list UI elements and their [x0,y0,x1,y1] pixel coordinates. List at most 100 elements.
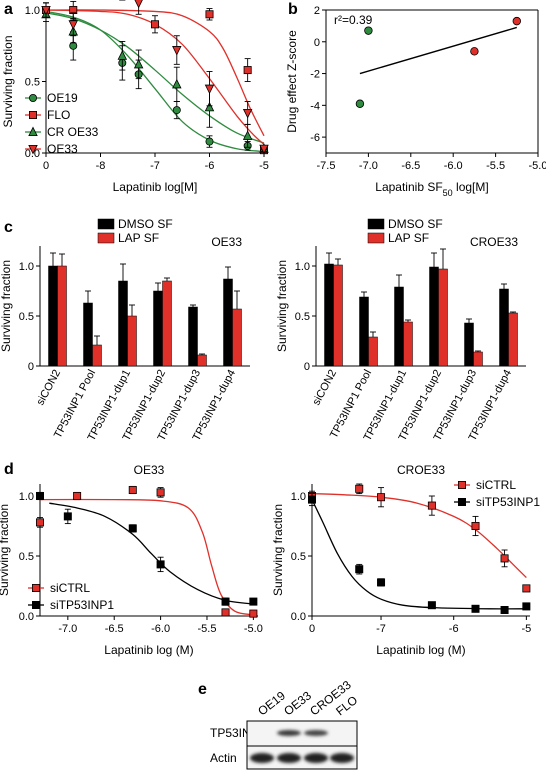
chart-title: OE33 [211,235,242,249]
x-tick-label: -7.0 [58,623,77,635]
x-axis-label: Lapatinib log[M] [113,180,198,194]
blot-band [330,753,354,763]
legend-swatch [97,218,115,230]
data-point [221,597,230,606]
blot-band [304,730,328,736]
bar [92,344,102,367]
bar [438,268,448,367]
bar [508,312,518,367]
data-point [249,597,258,606]
x-axis-label: Lapatinib log (M) [104,643,193,657]
data-point [134,0,143,9]
x-tick-label: -5.5 [486,160,505,172]
x-tick-label: -6.5 [105,623,124,635]
y-axis-label: Surviving fraction [271,504,285,596]
data-point [133,58,144,69]
data-point [355,484,364,493]
data-point [128,485,137,494]
fit-curve [45,9,265,137]
y-tick-label: 0.5 [25,77,40,89]
legend-marker [28,126,38,137]
y-tick-label: 0.0 [25,148,40,160]
data-point [242,108,253,119]
x-tick-label: 0 [43,160,49,172]
data-point [117,50,128,60]
bar [394,286,404,367]
category-label: siCON2 [34,368,63,408]
x-axis-label: Lapatinib log (M) [376,643,465,657]
bar [429,266,439,367]
data-point [221,608,230,617]
panel-letter-c: c [4,219,13,236]
legend-marker [457,497,466,506]
panel-letter-d: d [4,461,14,478]
y-tick-label: 0.5 [291,551,306,563]
bar [153,290,163,367]
data-point [243,66,252,75]
data-point [150,20,159,29]
x-tick-label: 0 [309,623,315,635]
data-point [172,78,182,89]
data-point [36,491,45,500]
x-axis-label: Lapatinib SF50 log[M] [375,180,488,198]
legend-swatch [367,218,385,230]
bar [188,306,198,367]
legend-marker [28,144,38,155]
bar [403,321,413,367]
legend-marker [28,111,37,120]
chart-d-croe33-curve: 0 -7 -6 -5 0.0 0.5 1.0 Lapatinib log (M) Survivi… [271,463,540,657]
bar [499,288,509,367]
bar [473,351,483,367]
data-point [205,10,214,19]
x-tick-label: -5.0 [529,160,546,172]
y-tick-label: 0.0 [19,611,34,623]
data-point [500,554,509,563]
data-point [471,604,480,613]
data-point [63,512,72,521]
panel-letter-a: a [4,1,13,18]
legend-label: DMSO SF [118,217,173,231]
scatter-point [470,47,479,56]
bar [368,336,378,367]
fit-curve [39,498,254,616]
x-tick-label: -5.0 [244,623,263,635]
data-point [259,144,269,155]
chart-d-oe33-curve: -7.0 -6.5 -6.0 -5.5 -5.0 0.0 0.5 1.0 Lapatinib l… [0,463,263,657]
data-point [172,46,182,56]
legend-label: LAP SF [388,231,429,245]
panel-letter-e: e [198,681,207,698]
scatter-point [355,99,365,108]
bar [197,354,207,367]
fit-curve [49,502,254,605]
scatter-point [364,26,373,35]
data-point [41,6,51,16]
bar [324,263,334,367]
fit-curve [45,10,265,153]
fit-curve [45,12,265,144]
chart-title: CROE33 [397,463,445,477]
x-tick-label: -6 [205,160,215,172]
data-point [307,495,316,504]
bar [359,296,369,367]
data-point [204,101,215,112]
bar [118,280,128,367]
bar [223,278,233,367]
legend-label: DMSO SF [388,217,443,231]
legend-label: OE33 [47,142,78,156]
bar [48,265,58,367]
y-tick-label: 0 [314,37,320,49]
x-tick-label: -6.5 [401,160,420,172]
data-point [156,560,165,569]
legend-label: CR OE33 [47,125,99,139]
blot-row-label: Actin [210,751,237,765]
legend-label: LAP SF [118,231,159,245]
blot-band [277,730,301,736]
y-tick-label: 0.5 [19,551,34,563]
data-point [73,491,82,500]
legend-label: siTP53INP1 [50,598,114,612]
data-point [242,130,253,140]
data-point [522,602,531,611]
data-point [205,137,214,146]
